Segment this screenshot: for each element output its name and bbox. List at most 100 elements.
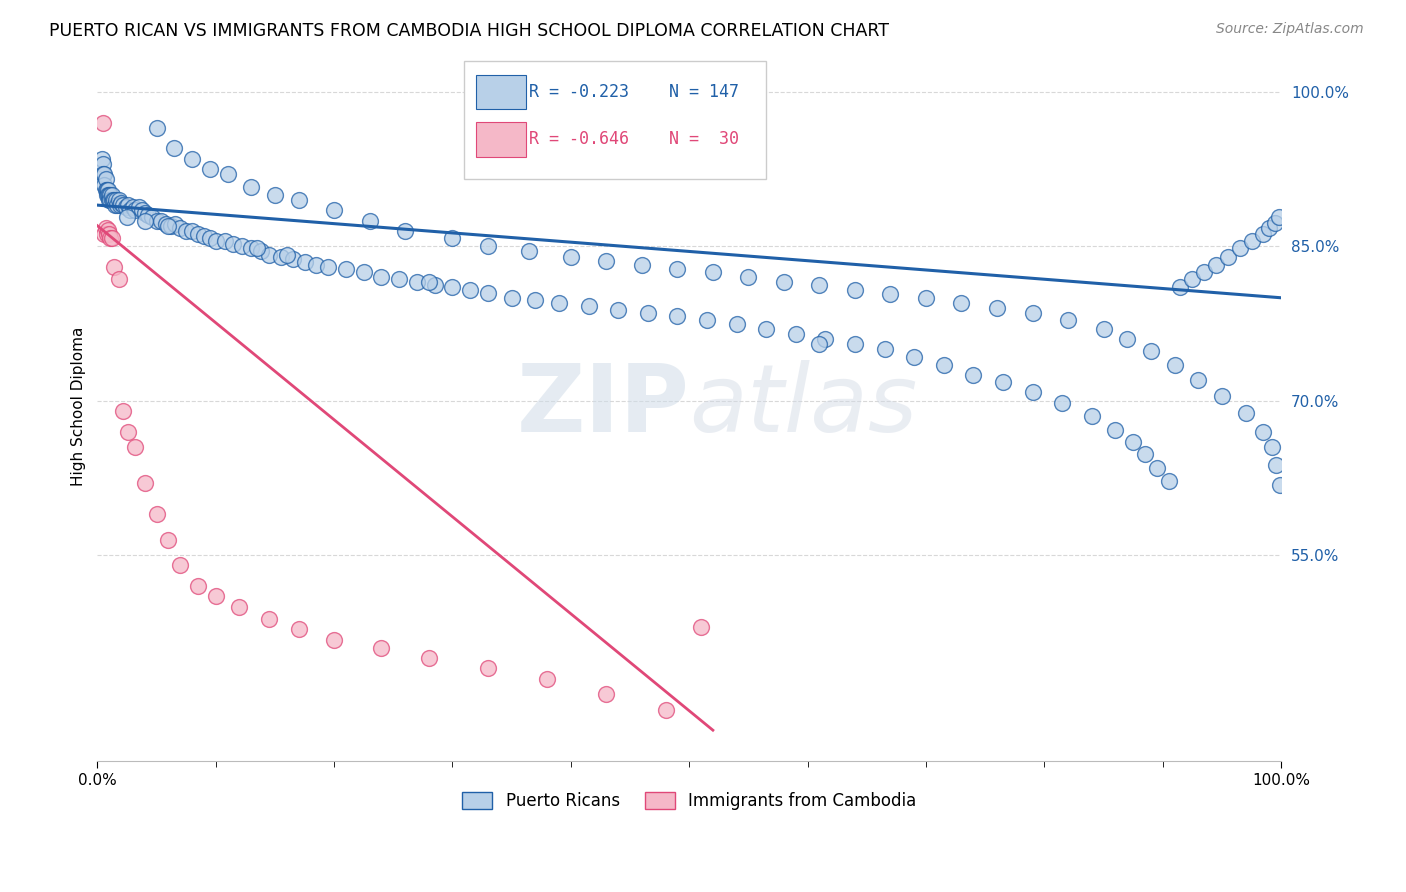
Point bbox=[458, 283, 481, 297]
Point bbox=[145, 213, 167, 227]
Point bbox=[246, 241, 269, 255]
Point bbox=[96, 187, 118, 202]
Point bbox=[1264, 216, 1286, 230]
Point bbox=[1092, 321, 1115, 335]
Point bbox=[1187, 373, 1209, 387]
Point bbox=[1229, 241, 1251, 255]
Point bbox=[249, 244, 271, 259]
Point bbox=[1268, 478, 1291, 492]
Point bbox=[418, 651, 440, 665]
Point bbox=[101, 193, 124, 207]
Point bbox=[915, 291, 938, 305]
Point bbox=[157, 219, 180, 233]
Point bbox=[287, 193, 309, 207]
Point bbox=[94, 220, 117, 235]
Point bbox=[217, 167, 239, 181]
Point bbox=[270, 250, 292, 264]
Point bbox=[406, 276, 429, 290]
Text: R = -0.223    N = 147: R = -0.223 N = 147 bbox=[530, 83, 740, 101]
Point bbox=[150, 213, 173, 227]
Point bbox=[808, 278, 831, 293]
Point bbox=[204, 590, 226, 604]
Point bbox=[91, 152, 114, 166]
Point bbox=[814, 332, 837, 346]
Point bbox=[240, 241, 263, 255]
Point bbox=[276, 247, 298, 261]
Point bbox=[98, 193, 121, 207]
FancyBboxPatch shape bbox=[477, 122, 526, 156]
Point bbox=[1157, 474, 1180, 488]
Point bbox=[91, 167, 114, 181]
Point bbox=[1050, 396, 1073, 410]
Point bbox=[1057, 313, 1080, 327]
Point bbox=[666, 262, 689, 277]
Point bbox=[159, 219, 181, 233]
Point bbox=[91, 157, 114, 171]
Point bbox=[305, 258, 328, 272]
Point bbox=[100, 231, 122, 245]
Point bbox=[519, 244, 541, 259]
Point bbox=[100, 187, 122, 202]
Point bbox=[844, 283, 866, 297]
Point bbox=[124, 440, 146, 454]
Point bbox=[1211, 388, 1233, 402]
Point bbox=[1021, 385, 1043, 400]
Point bbox=[696, 313, 718, 327]
Point bbox=[287, 622, 309, 636]
Point bbox=[98, 187, 121, 202]
Point bbox=[1205, 258, 1227, 272]
Point bbox=[134, 476, 156, 491]
Point bbox=[181, 224, 204, 238]
Point bbox=[578, 299, 600, 313]
Point bbox=[145, 120, 167, 135]
Point bbox=[214, 234, 236, 248]
Point bbox=[96, 183, 118, 197]
Point bbox=[115, 211, 138, 225]
Point bbox=[281, 252, 304, 266]
Point bbox=[1163, 358, 1185, 372]
Point bbox=[477, 661, 499, 675]
Point bbox=[163, 141, 186, 155]
Point bbox=[353, 265, 375, 279]
Y-axis label: High School Diploma: High School Diploma bbox=[72, 326, 86, 485]
Point bbox=[1265, 458, 1288, 472]
Text: PUERTO RICAN VS IMMIGRANTS FROM CAMBODIA HIGH SCHOOL DIPLOMA CORRELATION CHART: PUERTO RICAN VS IMMIGRANTS FROM CAMBODIA… bbox=[49, 22, 889, 40]
Point bbox=[359, 213, 381, 227]
Point bbox=[94, 172, 117, 186]
Point bbox=[91, 116, 114, 130]
Text: atlas: atlas bbox=[689, 360, 918, 451]
Point bbox=[524, 293, 547, 307]
Point bbox=[844, 337, 866, 351]
Point bbox=[117, 198, 139, 212]
Point bbox=[157, 533, 180, 547]
Point bbox=[1181, 272, 1204, 286]
Point bbox=[97, 183, 120, 197]
Point bbox=[1258, 220, 1281, 235]
FancyBboxPatch shape bbox=[464, 62, 766, 178]
Point bbox=[114, 200, 136, 214]
Legend: Puerto Ricans, Immigrants from Cambodia: Puerto Ricans, Immigrants from Cambodia bbox=[456, 785, 922, 817]
Point bbox=[112, 404, 135, 418]
Point bbox=[986, 301, 1008, 315]
Point bbox=[187, 227, 209, 241]
Point bbox=[1253, 425, 1275, 439]
Point bbox=[1170, 280, 1192, 294]
Point bbox=[98, 227, 121, 241]
Point bbox=[873, 343, 896, 357]
Point bbox=[104, 198, 127, 212]
Point bbox=[93, 167, 115, 181]
Point bbox=[388, 272, 411, 286]
Point bbox=[240, 179, 263, 194]
Point bbox=[100, 193, 122, 207]
FancyBboxPatch shape bbox=[477, 75, 526, 109]
Point bbox=[228, 599, 250, 614]
Point bbox=[773, 276, 796, 290]
Point bbox=[595, 253, 617, 268]
Point bbox=[666, 310, 689, 324]
Point bbox=[141, 211, 163, 225]
Point bbox=[370, 640, 392, 655]
Point bbox=[423, 278, 446, 293]
Point bbox=[193, 229, 215, 244]
Point bbox=[94, 183, 117, 197]
Point bbox=[1260, 440, 1282, 454]
